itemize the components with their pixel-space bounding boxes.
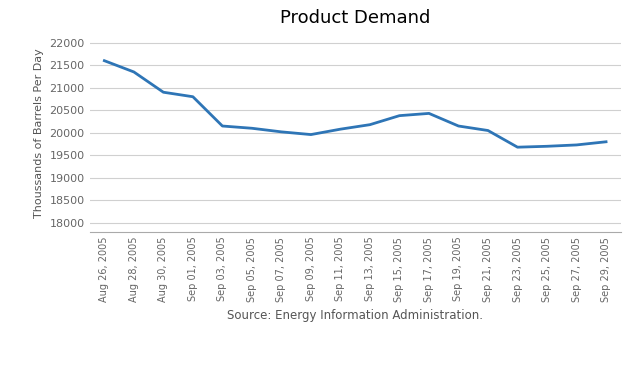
- X-axis label: Source: Energy Information Administration.: Source: Energy Information Administratio…: [227, 309, 483, 322]
- Title: Product Demand: Product Demand: [280, 9, 430, 27]
- Y-axis label: Thoussands of Barrels Per Day: Thoussands of Barrels Per Day: [34, 48, 44, 218]
